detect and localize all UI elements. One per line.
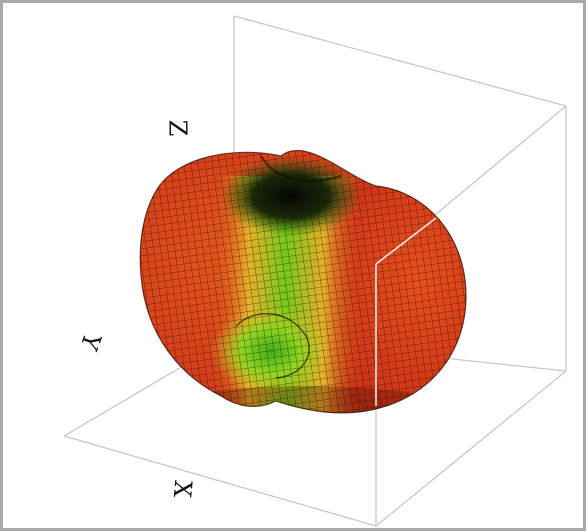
plot-area: Z Y X [63, 15, 567, 527]
x-axis-label: X [168, 479, 197, 498]
y-axis-label: Y [74, 328, 106, 354]
z-axis-label: Z [164, 120, 192, 137]
surface-mesh [139, 149, 467, 414]
axes-box-front [375, 217, 437, 406]
